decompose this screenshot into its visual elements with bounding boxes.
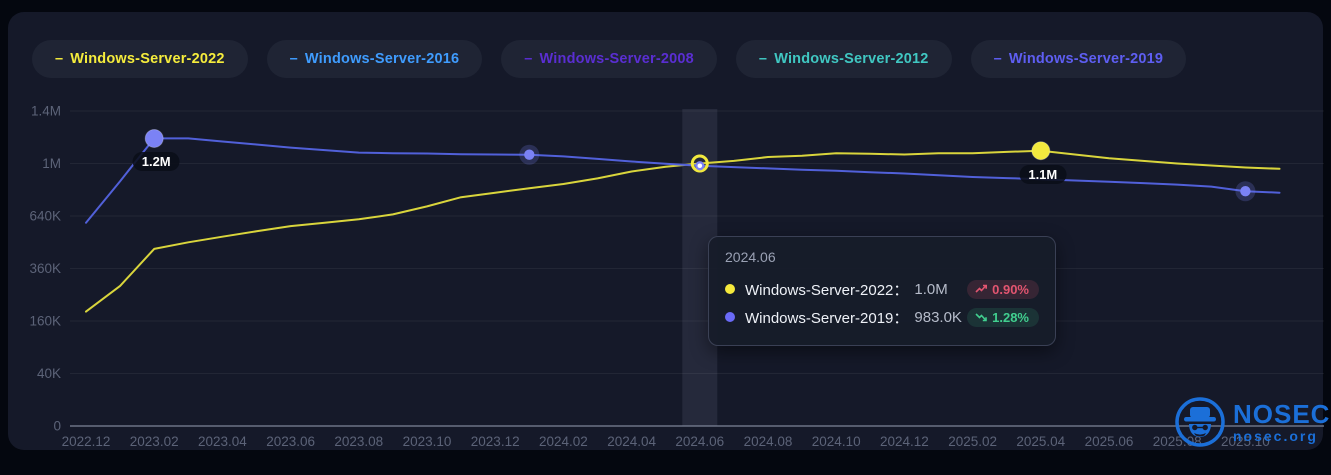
tooltip-series-dot xyxy=(725,284,735,294)
tooltip-title: 2024.06 xyxy=(725,249,776,265)
x-axis-tick-label: 2024.10 xyxy=(812,434,861,449)
nosec-spy-icon xyxy=(1175,397,1225,447)
legend-item-windows-server-2016[interactable]: – Windows-Server-2016 xyxy=(266,40,483,78)
data-point-marker xyxy=(144,128,164,148)
value-annotation: 1.1M xyxy=(1019,164,1067,184)
legend-item-windows-server-2022[interactable]: – Windows-Server-2022 xyxy=(32,40,248,78)
trend-down-icon xyxy=(975,313,987,322)
y-axis-tick-label: 360K xyxy=(29,261,61,276)
tooltip-series-dot xyxy=(725,312,735,322)
x-axis-tick-label: 2023.04 xyxy=(198,434,247,449)
hover-point-outer-ring xyxy=(690,154,709,173)
trend-percent: 0.90% xyxy=(992,281,1029,297)
value-annotation: 1.2M xyxy=(132,152,180,172)
y-axis-tick-label: 1M xyxy=(42,156,61,171)
y-axis-tick-label: 0 xyxy=(53,419,61,434)
tooltip-series-value: 983.0K xyxy=(914,308,962,326)
x-axis-tick-label: 2024.08 xyxy=(744,434,793,449)
x-axis-tick-label: 2023.10 xyxy=(403,434,452,449)
legend-item-windows-server-2008[interactable]: – Windows-Server-2008 xyxy=(501,40,717,78)
tooltip-row: Windows-Server-2022： 1.0M 0.90% xyxy=(725,275,1039,303)
trend-down-badge: 1.28% xyxy=(967,307,1039,327)
y-axis-tick-label: 160K xyxy=(29,314,61,329)
trend-up-badge: 0.90% xyxy=(967,279,1039,299)
trend-percent: 1.28% xyxy=(992,309,1029,325)
tooltip-series-value: 1.0M xyxy=(914,280,948,298)
legend-item-label: Windows-Server-2012 xyxy=(774,51,929,67)
nosec-watermark: NOSEC nosec.org xyxy=(1174,396,1330,448)
x-axis-tick-label: 2025.02 xyxy=(948,434,997,449)
x-axis-tick-label: 2023.12 xyxy=(471,434,520,449)
data-point-marker xyxy=(524,149,535,160)
chart-card: – Windows-Server-2022– Windows-Server-2016… xyxy=(8,12,1329,450)
x-axis-tick-label: 2023.08 xyxy=(334,434,383,449)
x-axis-tick-label: 2024.06 xyxy=(675,434,724,449)
legend-dash-icon: – xyxy=(524,51,533,67)
x-axis-tick-label: 2022.12 xyxy=(62,434,111,449)
nosec-brand-text: NOSEC xyxy=(1233,399,1331,429)
data-point-marker xyxy=(1031,141,1051,161)
y-axis-tick-label: 640K xyxy=(29,209,61,224)
tooltip: 2024.06 Windows-Server-2022： 1.0M 0.90% Win… xyxy=(708,236,1056,346)
legend-item-label: Windows-Server-2019 xyxy=(1008,51,1164,67)
tooltip-row: Windows-Server-2019： 983.0K 1.28% xyxy=(725,303,1039,331)
legend-item-windows-server-2019[interactable]: – Windows-Server-2019 xyxy=(970,40,1187,78)
x-axis-tick-label: 2025.10 xyxy=(1221,434,1270,449)
tooltip-series-name: Windows-Server-2019： xyxy=(745,309,909,327)
series-line-windows-server-2019 xyxy=(85,137,1281,224)
hover-point-core xyxy=(697,163,703,169)
y-axis-tick-label: 40K xyxy=(37,366,61,381)
data-point-marker xyxy=(1240,186,1251,197)
legend-item-label: Windows-Server-2008 xyxy=(539,51,694,67)
y-axis-tick-label: 1.4M xyxy=(31,104,61,119)
legend-dash-icon: – xyxy=(55,51,64,67)
legend-item-label: Windows-Server-2016 xyxy=(304,51,460,67)
x-axis-tick-label: 2025.06 xyxy=(1085,434,1134,449)
tooltip-series-name: Windows-Server-2022： xyxy=(745,281,909,299)
legend-dash-icon: – xyxy=(758,51,768,67)
x-axis-tick-label: 2024.04 xyxy=(607,434,656,449)
trend-up-icon xyxy=(975,284,988,293)
x-axis-tick-label: 2024.02 xyxy=(539,434,588,449)
x-axis-tick-label: 2025.08 xyxy=(1153,434,1202,449)
legend-item-windows-server-2012[interactable]: – Windows-Server-2012 xyxy=(735,40,952,78)
legend-dash-icon: – xyxy=(993,51,1002,67)
x-axis-tick-label: 2024.12 xyxy=(880,434,929,449)
legend-bar: – Windows-Server-2022– Windows-Server-2016… xyxy=(32,40,1187,78)
legend-item-label: Windows-Server-2022 xyxy=(70,51,225,67)
nosec-domain-text: nosec.org xyxy=(1233,428,1318,444)
x-axis-tick-label: 2023.02 xyxy=(130,434,179,449)
legend-dash-icon: – xyxy=(289,51,298,67)
x-axis-tick-label: 2025.04 xyxy=(1016,434,1065,449)
x-axis-tick-label: 2023.06 xyxy=(266,434,315,449)
